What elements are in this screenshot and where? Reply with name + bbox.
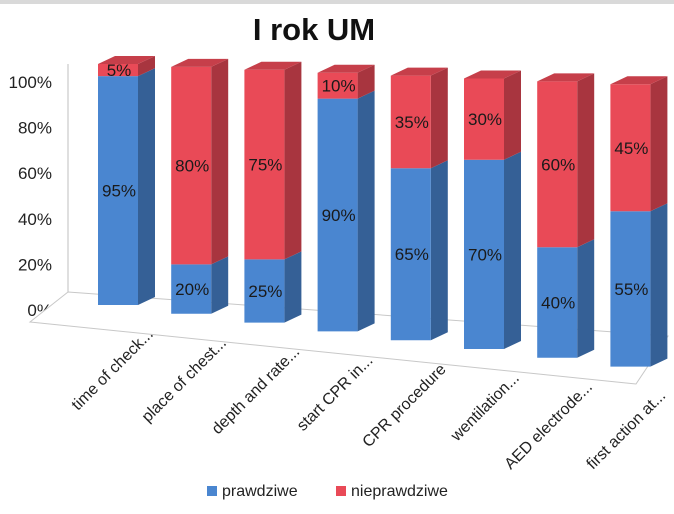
window-top-edge <box>0 0 674 4</box>
category-label: start CPR in... <box>294 352 376 434</box>
bar-nieprawdziwe <box>244 69 285 260</box>
data-label-nieprawdziwe: 5% <box>107 61 132 80</box>
bar-side-nieprawdziwe <box>650 76 668 212</box>
data-label-nieprawdziwe: 30% <box>468 110 502 129</box>
data-label-nieprawdziwe: 10% <box>322 77 356 96</box>
bar-top-face <box>98 56 155 64</box>
bar-top-face <box>610 76 668 85</box>
bar-prawdziwe <box>98 76 138 305</box>
bar-nieprawdziwe <box>464 78 504 160</box>
y-tick-label: 20% <box>18 255 52 274</box>
bar-nieprawdziwe <box>98 64 138 77</box>
bar-nieprawdziwe <box>537 81 578 248</box>
bar-prawdziwe <box>171 264 212 314</box>
bar-side-nieprawdziwe <box>284 61 302 260</box>
bar-prawdziwe <box>464 159 504 349</box>
chart-title: I rok UM <box>253 12 375 47</box>
bar-side-prawdziwe <box>138 68 155 305</box>
data-label-prawdziwe: 95% <box>102 182 136 201</box>
bar-top-face <box>171 58 229 67</box>
bar-top-face <box>244 61 302 70</box>
bar-side-nieprawdziwe <box>138 56 155 77</box>
data-label-prawdziwe: 90% <box>322 206 356 225</box>
legend-swatch <box>207 486 217 496</box>
data-label-prawdziwe: 55% <box>614 280 648 299</box>
bar-prawdziwe <box>610 211 651 367</box>
y-tick-label: 60% <box>18 164 52 183</box>
bar-side-prawdziwe <box>211 256 229 314</box>
category-label: wentilation... <box>447 370 523 446</box>
data-label-prawdziwe: 70% <box>468 245 502 264</box>
data-label-nieprawdziwe: 35% <box>395 113 429 132</box>
y-tick-label: 100% <box>9 73 52 92</box>
bar-side-nieprawdziwe <box>211 58 229 265</box>
bar-side-prawdziwe <box>357 90 375 332</box>
bar-top-face <box>390 67 448 76</box>
bar-side-nieprawdziwe <box>504 70 521 160</box>
bar-side-prawdziwe <box>284 251 302 323</box>
category-label: CPR procedure <box>360 361 450 451</box>
category-label: depth and rate... <box>209 343 303 437</box>
bar-prawdziwe <box>317 98 358 332</box>
bar-prawdziwe <box>537 247 578 358</box>
bar-side-nieprawdziwe <box>577 73 595 248</box>
legend-label: nieprawdziwe <box>351 483 448 500</box>
category-label: AED electrode... <box>502 379 596 473</box>
bar-side-prawdziwe <box>504 151 521 349</box>
data-label-nieprawdziwe: 75% <box>248 156 282 175</box>
data-label-prawdziwe: 40% <box>541 294 575 313</box>
bar-nieprawdziwe <box>171 66 212 265</box>
bar-top-face <box>464 70 521 79</box>
data-label-prawdziwe: 25% <box>248 282 282 301</box>
bar-prawdziwe <box>244 259 285 323</box>
bar-side-prawdziwe <box>430 160 448 341</box>
data-label-nieprawdziwe: 60% <box>541 155 575 174</box>
y-tick-label: 80% <box>18 119 52 138</box>
y-tick-label: 40% <box>18 210 52 229</box>
bar-top-face <box>317 64 375 73</box>
bar-nieprawdziwe <box>317 72 358 99</box>
category-label: time of check... <box>69 326 157 414</box>
bar-top-face <box>537 73 595 82</box>
data-label-nieprawdziwe: 80% <box>175 157 209 176</box>
bar-nieprawdziwe <box>390 75 431 169</box>
bar-side-prawdziwe <box>650 203 668 367</box>
legend-swatch <box>336 486 346 496</box>
category-label: place of chest... <box>139 335 230 426</box>
data-label-prawdziwe: 20% <box>175 280 209 299</box>
category-label: first action at... <box>584 387 670 473</box>
bar-nieprawdziwe <box>610 84 651 212</box>
bar-prawdziwe <box>390 168 431 341</box>
bar-side-nieprawdziwe <box>357 64 375 99</box>
bar-side-prawdziwe <box>577 239 595 358</box>
data-label-nieprawdziwe: 45% <box>614 139 648 158</box>
bar-side-nieprawdziwe <box>430 67 448 169</box>
data-label-prawdziwe: 65% <box>395 245 429 264</box>
legend-label: prawdziwe <box>222 483 298 500</box>
